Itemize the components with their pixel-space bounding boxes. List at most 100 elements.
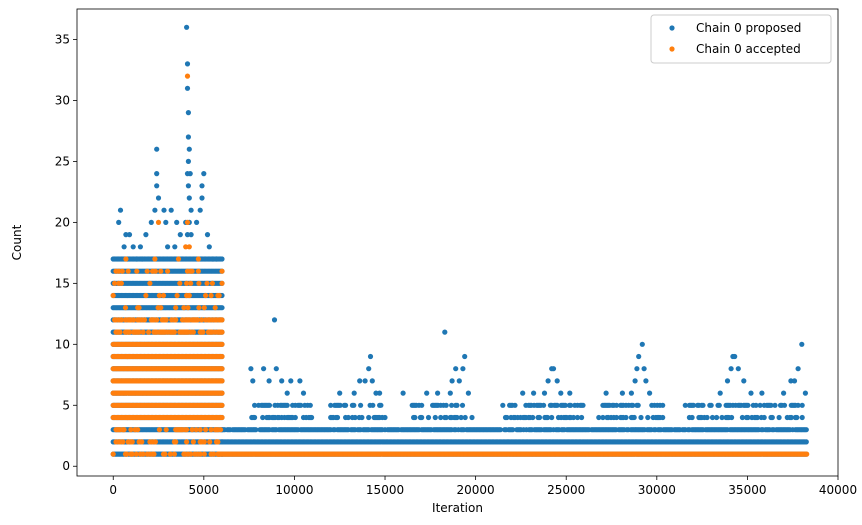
data-point (136, 329, 142, 335)
data-point (143, 292, 149, 299)
data-point (186, 195, 192, 201)
data-point (567, 390, 573, 396)
data-point (300, 390, 307, 396)
data-point (366, 366, 372, 372)
data-point (163, 219, 169, 225)
data-point (700, 402, 706, 408)
data-point (373, 390, 379, 396)
data-point (154, 171, 160, 177)
data-point (794, 414, 800, 421)
data-point (116, 268, 122, 274)
data-point (562, 402, 568, 408)
data-point (704, 414, 710, 421)
data-point (209, 280, 215, 286)
data-point (203, 427, 209, 433)
data-point (358, 402, 364, 408)
data-point (167, 451, 173, 457)
y-tick-label: 15 (55, 276, 70, 290)
data-point (454, 414, 460, 421)
data-point (110, 292, 116, 299)
data-point (188, 280, 194, 286)
data-point (460, 366, 466, 372)
data-point (753, 402, 759, 408)
data-point (628, 390, 635, 396)
data-point (189, 268, 195, 274)
data-point (449, 378, 455, 384)
data-point (154, 146, 160, 152)
data-point (172, 244, 178, 250)
data-point (140, 329, 146, 335)
data-point (126, 232, 133, 238)
data-point (438, 414, 444, 421)
data-point (219, 280, 225, 286)
data-point (252, 402, 258, 408)
data-point (550, 366, 557, 372)
data-point (163, 427, 169, 433)
data-point (574, 414, 581, 421)
data-point (129, 439, 135, 445)
data-point (419, 402, 425, 408)
data-point (185, 158, 191, 164)
data-point (185, 305, 191, 311)
data-point (791, 378, 798, 384)
data-point (449, 402, 455, 408)
data-point (729, 414, 735, 421)
data-point (123, 232, 129, 238)
y-tick-label: 20 (55, 215, 70, 229)
data-point (219, 366, 225, 372)
data-point (724, 378, 731, 384)
data-point (184, 280, 190, 286)
data-point (351, 390, 357, 396)
data-point (328, 402, 334, 408)
data-point (362, 378, 368, 384)
y-tick-label: 35 (55, 32, 70, 46)
data-point (619, 390, 626, 396)
series-1 (110, 73, 810, 457)
data-point (634, 366, 640, 372)
data-point (143, 232, 149, 238)
data-point (632, 378, 638, 384)
data-point (781, 390, 787, 396)
y-tick-label: 0 (62, 459, 70, 473)
data-point (261, 366, 267, 372)
x-tick-label: 10000 (275, 483, 313, 497)
data-point (144, 268, 150, 274)
data-point (183, 244, 189, 250)
data-point (171, 451, 177, 457)
data-point (442, 329, 448, 335)
data-point (135, 427, 141, 433)
data-point (366, 414, 372, 421)
x-tick-label: 20000 (457, 483, 495, 497)
data-point (745, 414, 751, 421)
data-point (163, 317, 169, 323)
legend-entry-accepted: Chain 0 accepted (696, 42, 801, 56)
data-point (343, 402, 349, 408)
y-tick-label: 10 (55, 337, 70, 351)
data-point (161, 207, 167, 213)
data-point (512, 402, 518, 408)
data-point (307, 402, 313, 408)
data-point (117, 207, 124, 213)
data-point (630, 402, 636, 408)
data-point (252, 414, 258, 421)
data-point (195, 268, 201, 274)
data-point (184, 268, 191, 274)
data-point (219, 378, 225, 384)
data-point (158, 268, 164, 274)
data-point (754, 414, 761, 421)
data-point (795, 402, 801, 408)
data-point (759, 390, 765, 396)
legend: Chain 0 proposed Chain 0 accepted (650, 14, 832, 64)
data-point (297, 378, 303, 384)
data-point (596, 414, 602, 421)
legend-marker-accepted (669, 46, 675, 52)
data-point (613, 402, 620, 408)
data-point (545, 378, 551, 384)
data-point (185, 183, 191, 189)
data-point (382, 414, 388, 421)
data-point (184, 73, 191, 79)
data-point (186, 292, 192, 299)
data-point (174, 219, 180, 225)
data-point (432, 414, 438, 421)
data-point (194, 317, 201, 323)
